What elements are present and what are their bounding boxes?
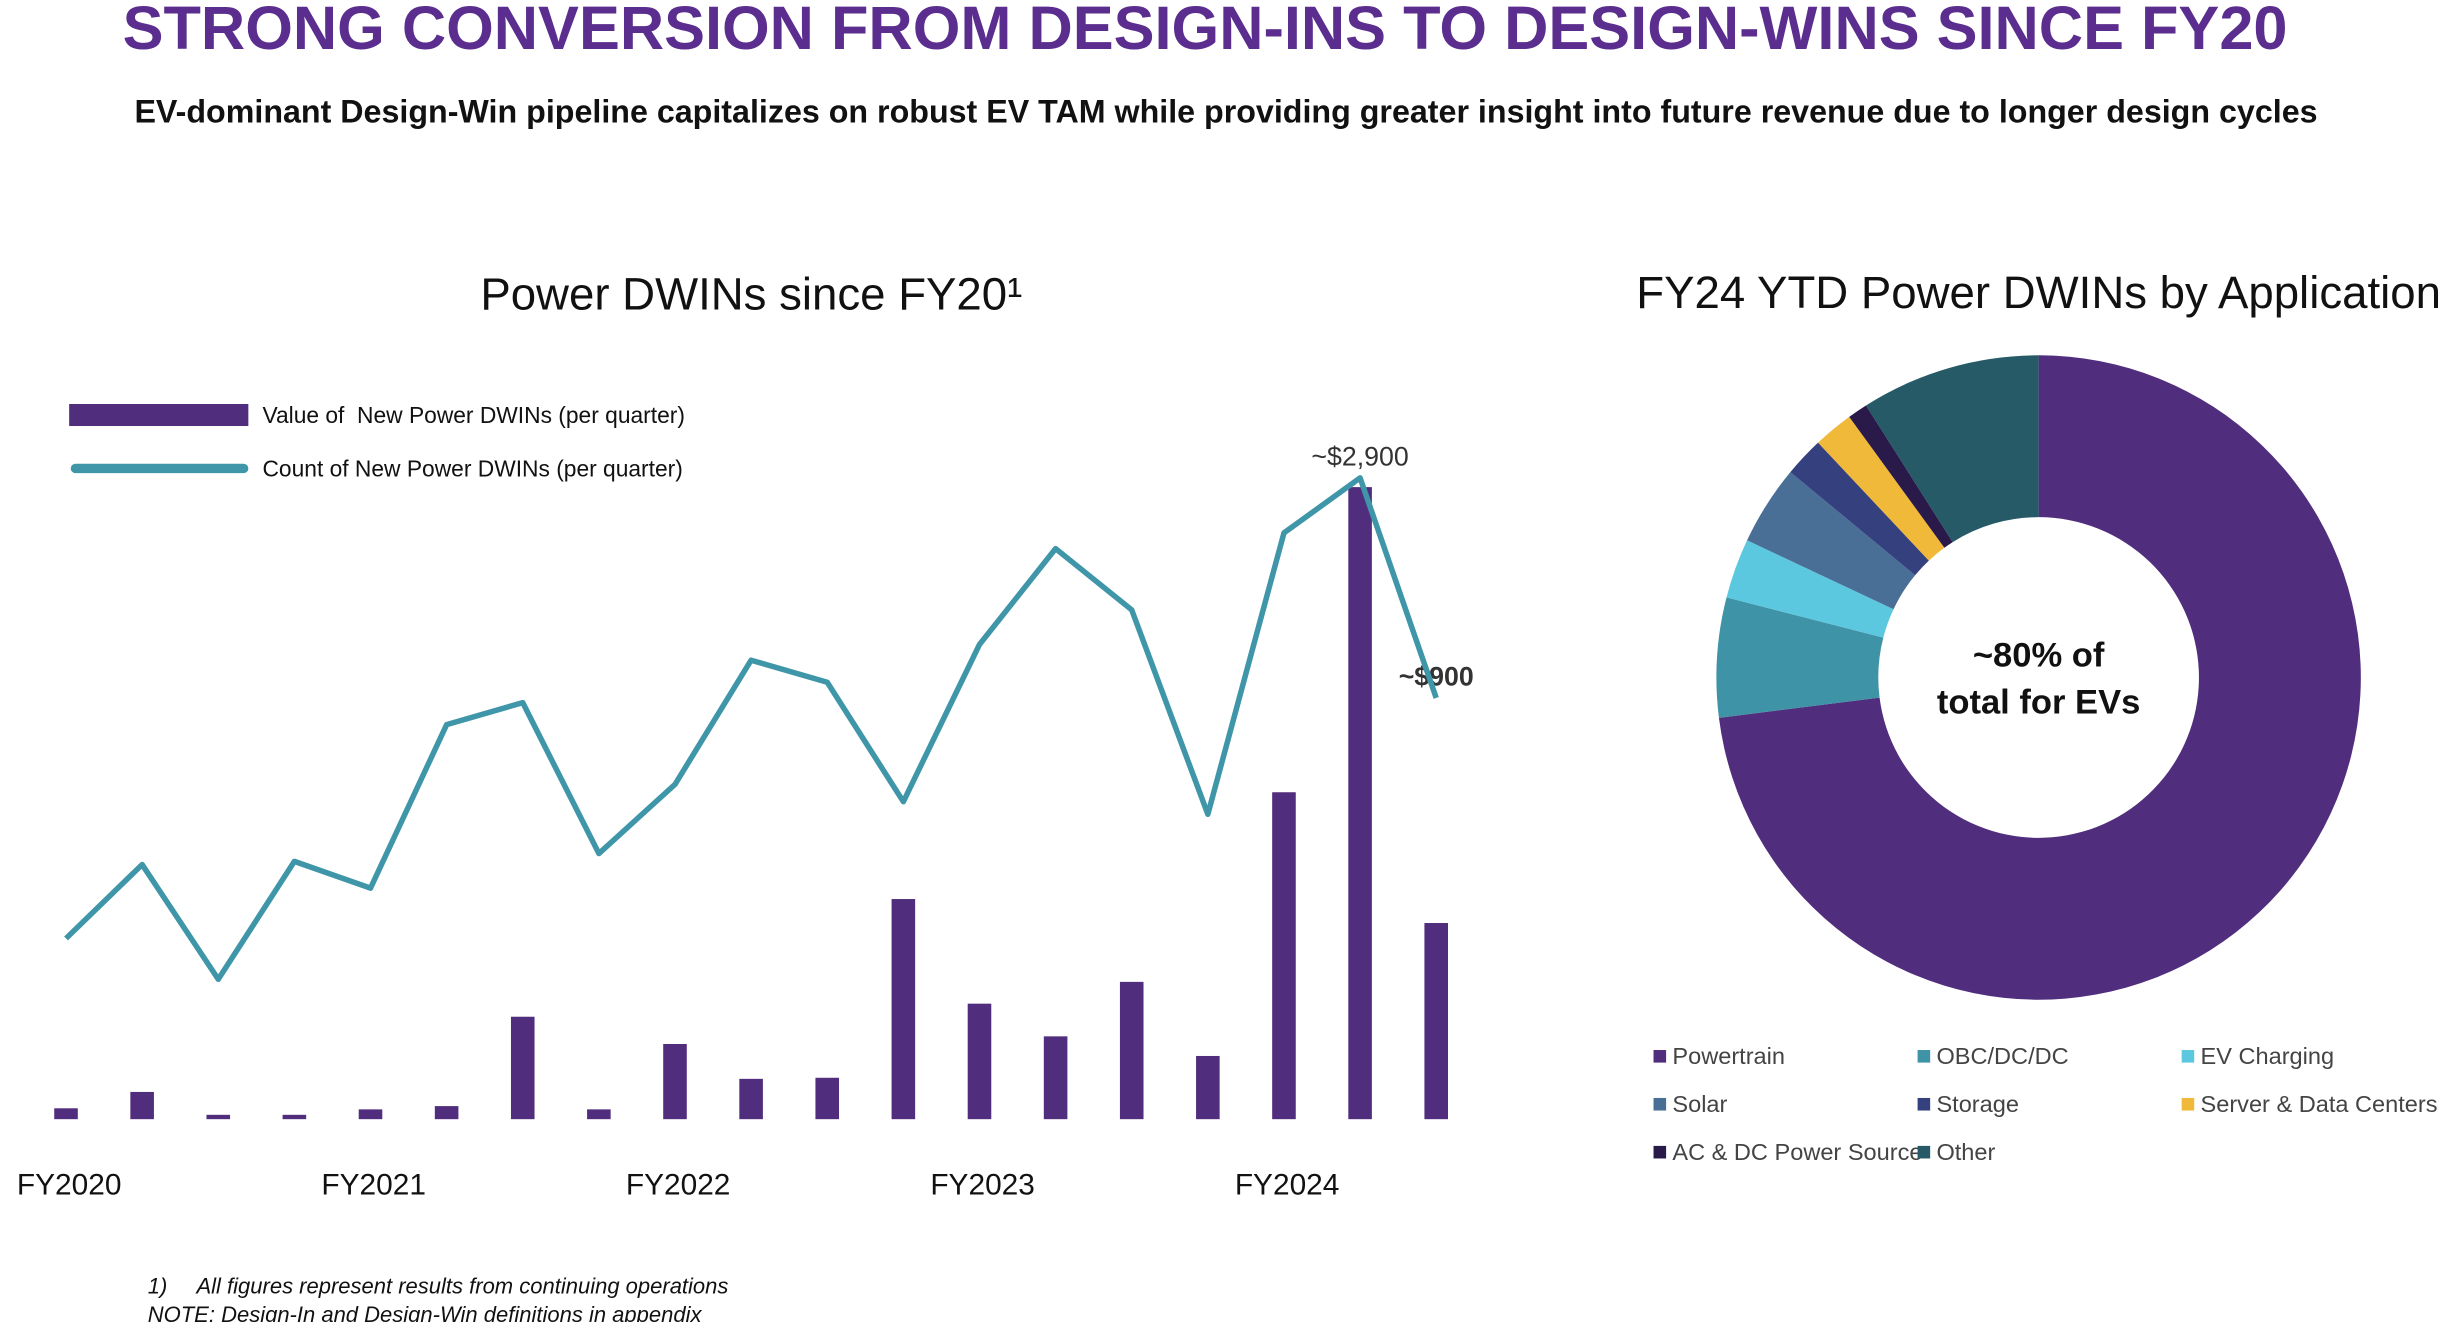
legend-label: Count of New Power DWINs (per quarter) <box>262 455 682 481</box>
bar <box>1196 1055 1220 1120</box>
slide-title: STRONG CONVERSION FROM DESIGN-INS TO DES… <box>123 0 2288 62</box>
bar <box>739 1078 763 1120</box>
pie-slice <box>1849 405 1953 548</box>
center-label: total for EVs <box>1937 684 2141 722</box>
center-label: ~80% of <box>1973 637 2105 675</box>
legend-swatch <box>2181 1097 2195 1111</box>
legend-label: AC & DC Power Source <box>1672 1139 1922 1165</box>
x-tick-label: FY2023 <box>930 1169 1035 1202</box>
data-label: ~$900 <box>1399 661 1474 691</box>
legend-swatch <box>1653 1145 1667 1159</box>
chart-title: Power DWINs since FY20¹ <box>480 269 1022 320</box>
bar <box>1348 487 1372 1120</box>
data-label: ~$2,900 <box>1311 441 1408 471</box>
legend-swatch <box>1917 1050 1931 1063</box>
x-tick-label: FY2021 <box>321 1169 426 1202</box>
pie-slice <box>1818 416 1945 561</box>
footnote-marker: 1) <box>148 1274 168 1299</box>
legend-label: OBC/DC/DC <box>1936 1043 2068 1069</box>
pie-slice <box>1747 472 1916 610</box>
bar <box>1272 792 1296 1120</box>
legend-label: EV Charging <box>2201 1043 2335 1069</box>
bar <box>1424 923 1449 1120</box>
line <box>64 475 1439 983</box>
bar <box>510 1016 535 1120</box>
bar <box>891 899 916 1120</box>
bar <box>587 1109 611 1120</box>
legend-swatch <box>1917 1097 1931 1111</box>
bar <box>206 1114 231 1120</box>
bar <box>1043 1036 1068 1120</box>
pie-slice <box>1865 355 2039 543</box>
subtitle: EV-dominant Design-Win pipeline capitali… <box>134 94 2317 130</box>
legend-label: Powertrain <box>1672 1043 1785 1069</box>
note: NOTE: Design-In and Design-Win definitio… <box>148 1302 703 1322</box>
bar <box>434 1106 459 1120</box>
bar <box>663 1043 687 1120</box>
bar <box>130 1091 154 1120</box>
legend-label: Solar <box>1672 1091 1727 1117</box>
bar <box>54 1108 78 1120</box>
pie-slice <box>1716 597 1884 718</box>
legend-swatch <box>69 404 249 427</box>
chart-title: FY24 YTD Power DWINs by Application <box>1636 267 2441 318</box>
legend-label: Other <box>1936 1139 1995 1165</box>
legend-swatch <box>1653 1097 1667 1111</box>
bar <box>358 1109 383 1120</box>
legend-label: Storage <box>1936 1091 2019 1117</box>
x-tick-label: FY2024 <box>1235 1169 1340 1202</box>
bar <box>967 1003 992 1120</box>
pie-slice <box>1790 442 1929 576</box>
footnote: All figures represent results from conti… <box>194 1274 728 1299</box>
bar <box>815 1077 840 1120</box>
x-tick-label: FY2022 <box>626 1169 731 1202</box>
pie-slice <box>1726 540 1894 638</box>
legend-label: Server & Data Centers <box>2201 1091 2438 1117</box>
legend-swatch <box>1917 1145 1931 1159</box>
legend-swatch <box>2181 1050 2195 1063</box>
x-tick-label: FY2020 <box>17 1169 122 1202</box>
bar <box>1119 981 1144 1120</box>
legend-label: Value of New Power DWINs (per quarter) <box>262 402 684 428</box>
legend-swatch <box>1653 1050 1667 1063</box>
pie-slice <box>1718 355 2361 1000</box>
bar <box>282 1114 307 1120</box>
